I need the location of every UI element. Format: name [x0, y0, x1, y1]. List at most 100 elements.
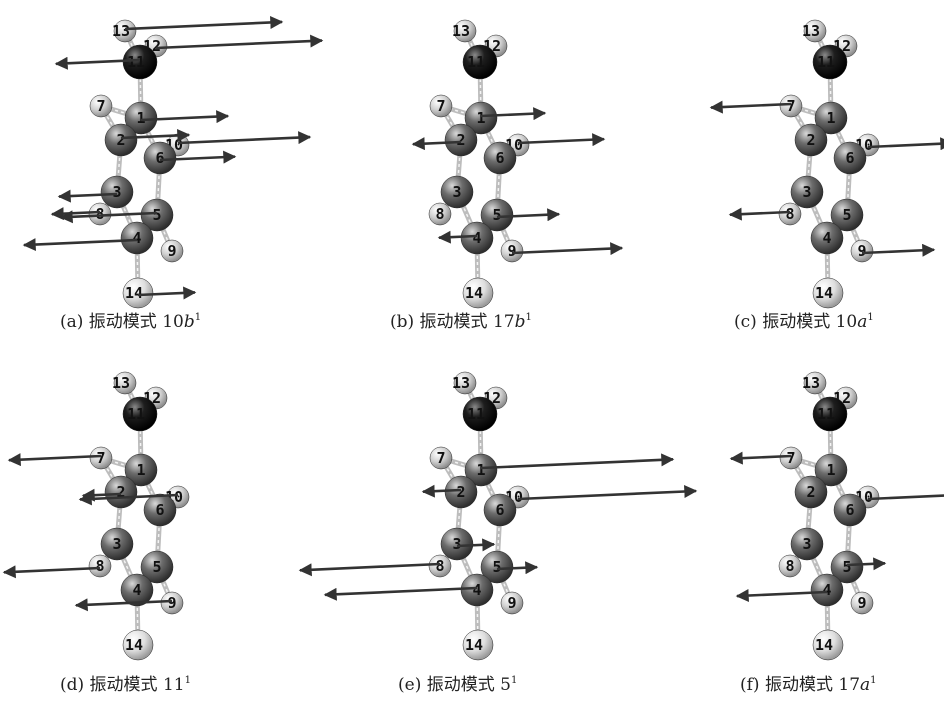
atom-label-6: 6: [495, 149, 504, 167]
arrow-atom-10: [867, 494, 944, 501]
atom-14: [122, 277, 154, 309]
atom-label-4: 4: [472, 581, 481, 599]
arrow-atom-5: [846, 557, 887, 571]
atom-13: [453, 371, 477, 395]
atom-label-3: 3: [112, 183, 121, 201]
atom-label-7: 7: [786, 97, 795, 115]
atom-9: [850, 239, 874, 263]
atom-2: [794, 123, 828, 157]
atom-8: [778, 554, 802, 578]
atom-9: [500, 591, 524, 615]
atom-label-5: 5: [492, 558, 501, 576]
atom-label-1: 1: [136, 109, 145, 127]
arrow-atom-8: [298, 562, 441, 577]
atom-4: [120, 573, 154, 607]
caption-b: (b) 振动模式 17b1: [390, 312, 532, 332]
atom-label-14: 14: [465, 636, 483, 654]
arrow-atom-4: [735, 589, 828, 603]
atom-label-5: 5: [492, 206, 501, 224]
atom-label-11: 11: [467, 53, 485, 71]
atom-label-7: 7: [436, 449, 445, 467]
atom-2: [104, 123, 138, 157]
atom-14: [122, 629, 154, 661]
atom-2: [104, 475, 138, 509]
atom-label-14: 14: [815, 636, 833, 654]
atom-label-1: 1: [476, 461, 485, 479]
displacement-arrows: [2, 453, 179, 612]
arrow-atom-2: [81, 488, 122, 502]
caption-d: (d) 振动模式 111: [60, 675, 191, 695]
atom-5: [140, 550, 174, 584]
atom-label-6: 6: [155, 149, 164, 167]
atom-4: [120, 221, 154, 255]
atom-13: [113, 19, 137, 43]
atom-6: [143, 493, 177, 527]
atom-label-4: 4: [472, 229, 481, 247]
atom-13: [453, 19, 477, 43]
atom-8: [778, 202, 802, 226]
atom-label-9: 9: [507, 594, 516, 612]
atom-label-11: 11: [127, 53, 145, 71]
arrow-atom-3: [456, 538, 496, 552]
atom-3: [440, 175, 474, 209]
atom-1: [814, 453, 848, 487]
displacement-arrows: [729, 451, 944, 603]
atom-14: [462, 277, 494, 309]
atom-label-6: 6: [845, 149, 854, 167]
arrow-atom-5: [496, 561, 539, 575]
atom-label-8: 8: [95, 557, 104, 575]
atom-label-7: 7: [96, 97, 105, 115]
atom-3: [100, 175, 134, 209]
arrow-atom-7: [709, 100, 792, 114]
atom-9: [500, 239, 524, 263]
atom-label-5: 5: [842, 206, 851, 224]
atom-9: [160, 239, 184, 263]
atom-label-1: 1: [476, 109, 485, 127]
arrow-atom-13: [124, 15, 284, 31]
caption-c: (c) 振动模式 10a1: [734, 312, 874, 332]
atom-label-2: 2: [456, 483, 465, 501]
atom-label-6: 6: [845, 501, 854, 519]
atom-label-5: 5: [842, 558, 851, 576]
atom-label-8: 8: [435, 557, 444, 575]
atom-label-11: 11: [817, 405, 835, 423]
atom-6: [833, 141, 867, 175]
atom-2: [444, 123, 478, 157]
atom-label-14: 14: [125, 636, 143, 654]
caption-f: (f) 振动模式 17a1: [740, 675, 877, 695]
arrow-atom-2: [120, 128, 191, 142]
atom-label-7: 7: [436, 97, 445, 115]
atom-11: [812, 44, 848, 80]
arrow-atom-1: [480, 453, 675, 470]
arrow-atom-7: [729, 451, 792, 465]
atom-11: [812, 396, 848, 432]
atom-label-2: 2: [116, 483, 125, 501]
arrow-atom-9: [861, 243, 936, 257]
atom-5: [830, 550, 864, 584]
atom-label-14: 14: [815, 284, 833, 302]
atom-label-3: 3: [112, 535, 121, 553]
caption-e: (e) 振动模式 51: [398, 675, 517, 695]
atom-label-11: 11: [127, 405, 145, 423]
arrow-atom-9: [511, 242, 624, 256]
atom-13: [803, 19, 827, 43]
atom-label-13: 13: [802, 22, 820, 40]
atom-label-13: 13: [112, 374, 130, 392]
arrow-atom-4: [437, 230, 478, 244]
arrow-atom-5: [59, 210, 158, 224]
atom-label-2: 2: [806, 131, 815, 149]
atom-13: [113, 371, 137, 395]
arrow-atom-9: [74, 598, 173, 612]
atom-13: [803, 371, 827, 395]
atom-7: [779, 446, 803, 470]
atom-1: [124, 453, 158, 487]
